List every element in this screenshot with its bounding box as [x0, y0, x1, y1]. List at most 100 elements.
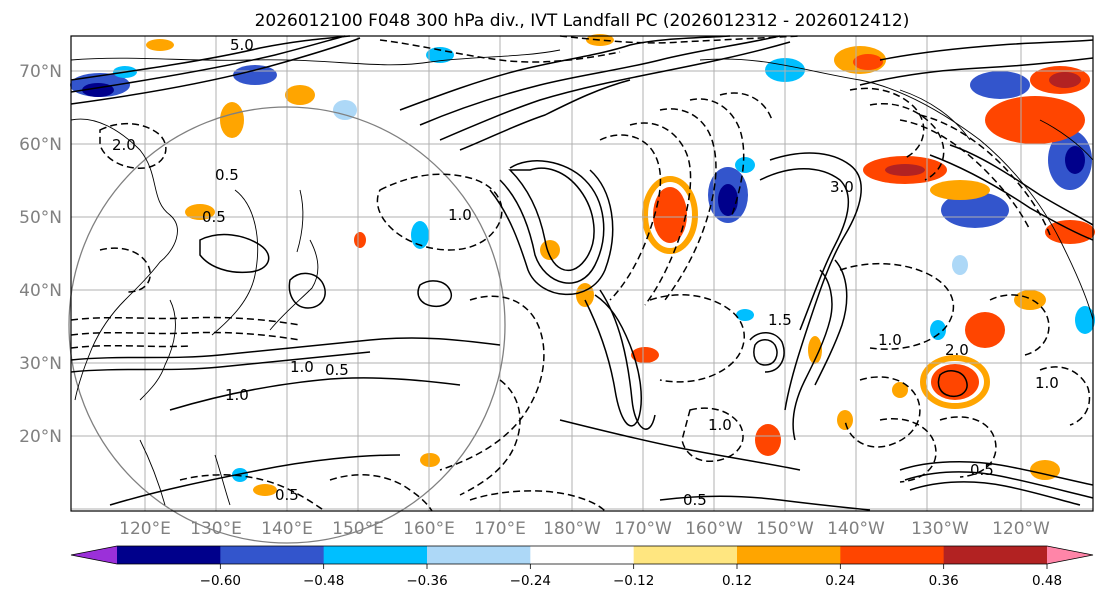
lat-label: 60°N	[19, 135, 62, 155]
contour-label: 3.0	[830, 178, 854, 196]
div-patch	[920, 355, 990, 409]
lat-label: 20°N	[19, 427, 62, 447]
colorbar-tick-label: 0.24	[825, 573, 855, 589]
div-patch	[631, 347, 659, 363]
contour-label: 0.5	[202, 208, 226, 226]
lon-label: 120°E	[119, 519, 171, 539]
div-patch	[642, 176, 698, 254]
latitude-labels: 70°N 60°N 50°N 40°N 30°N 20°N	[19, 62, 62, 447]
colorbar-tick-label: −0.36	[406, 573, 447, 589]
colorbar-tick-label: 0.48	[1032, 573, 1062, 589]
lon-label: 170°E	[474, 519, 526, 539]
div-patch	[837, 410, 853, 430]
colorbar-segment	[427, 546, 531, 564]
div-patch	[1030, 460, 1060, 480]
colorbar-segment	[737, 546, 841, 564]
longitude-labels: 120°E 130°E 140°E 150°E 160°E 170°E 180°…	[119, 519, 1050, 539]
contour-labels: 5.0 0.5 1.0 2.0 3.0 0.5 1.0 0.5 1.0 1.0 …	[112, 36, 1059, 509]
div-patch	[420, 453, 440, 467]
div-patch	[1045, 220, 1095, 244]
div-patch	[1049, 72, 1081, 88]
lon-label: 130°W	[911, 519, 969, 539]
lon-label: 130°E	[190, 519, 242, 539]
div-patch	[892, 382, 908, 398]
div-patch	[233, 65, 277, 85]
div-patch	[285, 85, 315, 105]
div-patch	[735, 157, 755, 173]
div-patch	[220, 102, 244, 138]
lon-label: 160°W	[685, 519, 743, 539]
div-patch	[853, 54, 883, 70]
div-patch	[930, 320, 946, 340]
contour-label: 0.5	[275, 486, 299, 504]
colorbar-outline	[70, 545, 1094, 565]
contour-label: 1.0	[708, 416, 732, 434]
contour-label: 0.5	[215, 166, 239, 184]
contours-dashed	[70, 35, 1091, 512]
div-patch	[653, 187, 687, 243]
div-patch	[146, 39, 174, 51]
contour-label: 2.0	[112, 136, 136, 154]
colorbar-segment	[323, 546, 428, 564]
lon-label: 160°E	[403, 519, 455, 539]
div-patch	[185, 204, 215, 220]
contour-label: 2.0	[945, 341, 969, 359]
colorbar-segments	[117, 546, 1048, 564]
div-patch	[1075, 306, 1095, 334]
div-patch	[930, 180, 990, 200]
landfall-radius-ring	[68, 106, 506, 544]
coastlines	[70, 49, 1094, 506]
contour-label: 0.5	[970, 461, 994, 479]
map-panel: 5.0 0.5 1.0 2.0 3.0 0.5 1.0 0.5 1.0 1.0 …	[68, 34, 1095, 544]
colorbar-segment	[840, 546, 945, 564]
div-patch	[736, 309, 754, 321]
colorbar-segment	[117, 546, 221, 564]
colorbar-tick-label: −0.24	[510, 573, 551, 589]
map-frame	[70, 35, 1094, 512]
colorbar-extend-max	[1047, 546, 1093, 564]
contour-label: 1.0	[290, 358, 314, 376]
div-patch	[232, 468, 248, 482]
div-patch	[354, 232, 366, 248]
div-patch	[411, 221, 429, 249]
colorbar-tick-label: −0.48	[303, 573, 344, 589]
div-patch	[1014, 290, 1046, 310]
lon-label: 180°W	[543, 519, 601, 539]
colorbar-tick-label: −0.12	[613, 573, 654, 589]
lat-label: 70°N	[19, 62, 62, 82]
contours-solid	[70, 35, 1094, 511]
colorbar-tick-label: −0.60	[200, 573, 241, 589]
lat-label: 40°N	[19, 281, 62, 301]
div-patch	[985, 96, 1085, 144]
lat-label: 50°N	[19, 208, 62, 228]
div-patch	[333, 100, 357, 120]
lon-label: 170°W	[614, 519, 672, 539]
contour-label: 1.0	[448, 206, 472, 224]
lon-label: 150°W	[756, 519, 814, 539]
contour-label: 1.0	[878, 331, 902, 349]
div-patch	[965, 312, 1005, 348]
lon-label: 140°E	[261, 519, 313, 539]
colorbar-segment	[220, 546, 325, 564]
div-patch	[808, 336, 822, 364]
colorbar-tick-label: 0.12	[722, 573, 752, 589]
contour-label: 5.0	[230, 36, 254, 54]
lon-label: 140°W	[827, 519, 885, 539]
lat-label: 30°N	[19, 354, 62, 374]
div-patch	[755, 424, 781, 456]
colorbar-segment	[633, 546, 738, 564]
div-patch	[540, 240, 560, 260]
div-patch	[952, 255, 968, 275]
contour-label: 1.5	[768, 311, 792, 329]
div-patch	[1065, 146, 1085, 174]
colorbar-extend-min	[71, 546, 117, 564]
div-patch	[970, 71, 1030, 99]
lon-label: 150°E	[332, 519, 384, 539]
contour-label: 1.0	[225, 386, 249, 404]
div-patch	[885, 164, 925, 176]
colorbar-ticks: −0.60 −0.48 −0.36 −0.24 −0.12 0.12 0.24 0.36 0.4…	[200, 564, 1062, 589]
colorbar: −0.60 −0.48 −0.36 −0.24 −0.12 0.12 0.24 0.36 0.4…	[70, 545, 1094, 589]
gridlines	[71, 36, 1093, 511]
div-patch	[941, 192, 1009, 228]
